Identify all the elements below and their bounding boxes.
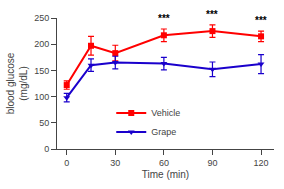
svg-text:0: 0 [44,144,49,154]
svg-text:Grape: Grape [151,127,176,137]
svg-text:***: *** [158,13,170,24]
svg-text:Time (min): Time (min) [142,169,189,180]
svg-text:Vehicle: Vehicle [151,108,180,118]
svg-text:50: 50 [39,118,49,128]
svg-text:150: 150 [34,66,49,76]
svg-text:0: 0 [64,158,69,168]
svg-text:120: 120 [254,158,269,168]
svg-text:***: *** [206,9,218,20]
svg-text:90: 90 [207,158,217,168]
svg-text:blood glucose(mg/dL): blood glucose(mg/dL) [5,52,29,114]
svg-text:***: *** [255,15,267,26]
svg-text:60: 60 [159,158,169,168]
svg-text:30: 30 [110,158,120,168]
svg-text:250: 250 [34,13,49,23]
svg-text:100: 100 [34,92,49,102]
svg-text:200: 200 [34,39,49,49]
